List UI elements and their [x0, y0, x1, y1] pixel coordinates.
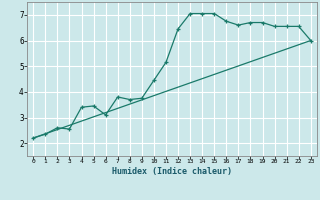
- X-axis label: Humidex (Indice chaleur): Humidex (Indice chaleur): [112, 167, 232, 176]
